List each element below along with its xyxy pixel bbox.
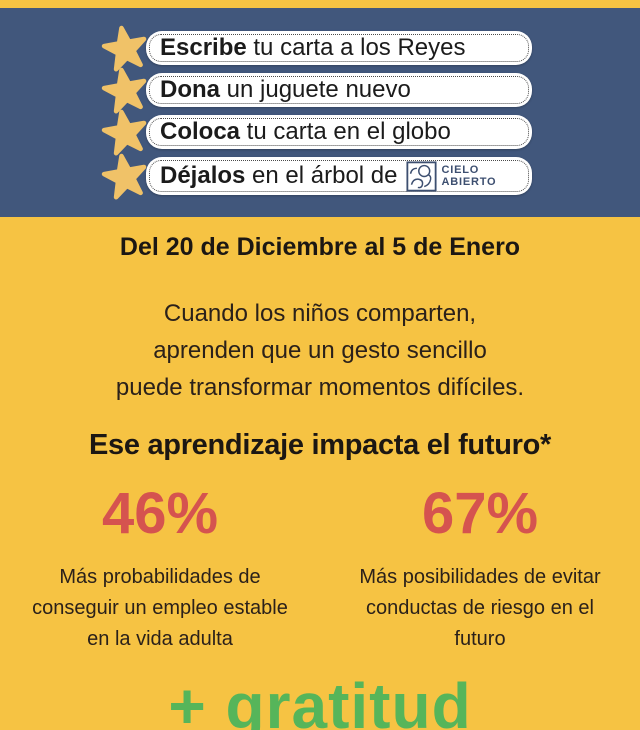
intro-paragraph-line: Cuando los niños comparten, [163,300,477,327]
checklist-pill: Coloca tu carta en el globo [146,115,532,149]
checklist-item-dona: Dona un juguete nuevo [101,67,640,114]
checklist-item-escribe: Escribe tu carta a los Reyes [101,25,640,72]
stat-caption-line: en la vida adulta [87,628,233,650]
stat-caption-line: futuro [454,628,506,650]
star-icon [101,109,147,156]
intro-paragraph: Cuando los niños comparten, aprenden que… [0,295,640,406]
info-section: Del 20 de Diciembre al 5 de Enero Cuando… [0,217,640,730]
top-accent-strip [0,0,640,8]
intro-paragraph-line: puede transformar momentos difíciles. [115,374,525,401]
checklist-item-text: Coloca tu carta en el globo [160,118,451,145]
intro-paragraph-line: aprenden que un gesto sencillo [153,337,487,364]
stat-employment: 46% Más probabilidades de conseguir un e… [0,485,320,655]
stat-caption: Más probabilidades de conseguir un emple… [0,562,320,655]
date-heading: Del 20 de Diciembre al 5 de Enero [119,233,521,261]
cielo-abierto-logo: CIELO ABIERTO [406,160,497,192]
checklist-item-coloca: Coloca tu carta en el globo [101,109,640,156]
checklist-item-dejalos: Déjalos en el árbol de CIELO ABIERTO [101,153,640,200]
stat-caption: Más posibilidades de evitar conductas de… [320,562,640,655]
swirl-emblem-icon [406,160,438,192]
star-icon [101,153,147,200]
stat-caption-line: Más posibilidades de evitar [359,566,601,588]
star-icon [101,25,147,72]
cielo-abierto-wordmark: CIELO ABIERTO [441,163,497,188]
checklist-pill: Déjalos en el árbol de CIELO ABIERTO [146,157,532,195]
checklist-pill: Dona un juguete nuevo [146,73,532,107]
star-icon [101,67,147,114]
stat-caption-line: Más probabilidades de [59,566,261,588]
stat-value: 46% [101,481,219,546]
stat-caption-line: conductas de riesgo en el [366,597,594,619]
stat-caption-line: conseguir un empleo estable [32,597,288,619]
checklist-section: Escribe tu carta a los Reyes Dona un jug… [0,8,640,217]
checklist-item-text: Dona un juguete nuevo [160,76,411,103]
stats-row: 46% Más probabilidades de conseguir un e… [0,485,640,655]
impact-heading: Ese aprendizaje impacta el futuro* [89,429,551,461]
stat-risk-avoidance: 67% Más posibilidades de evitar conducta… [320,485,640,655]
checklist-item-text: Escribe tu carta a los Reyes [160,34,466,61]
stat-value: 67% [421,481,539,546]
checklist-item-text: Déjalos en el árbol de [160,162,398,189]
checklist-pill: Escribe tu carta a los Reyes [146,31,532,65]
gratitude-footer: + gratitud [168,670,472,730]
